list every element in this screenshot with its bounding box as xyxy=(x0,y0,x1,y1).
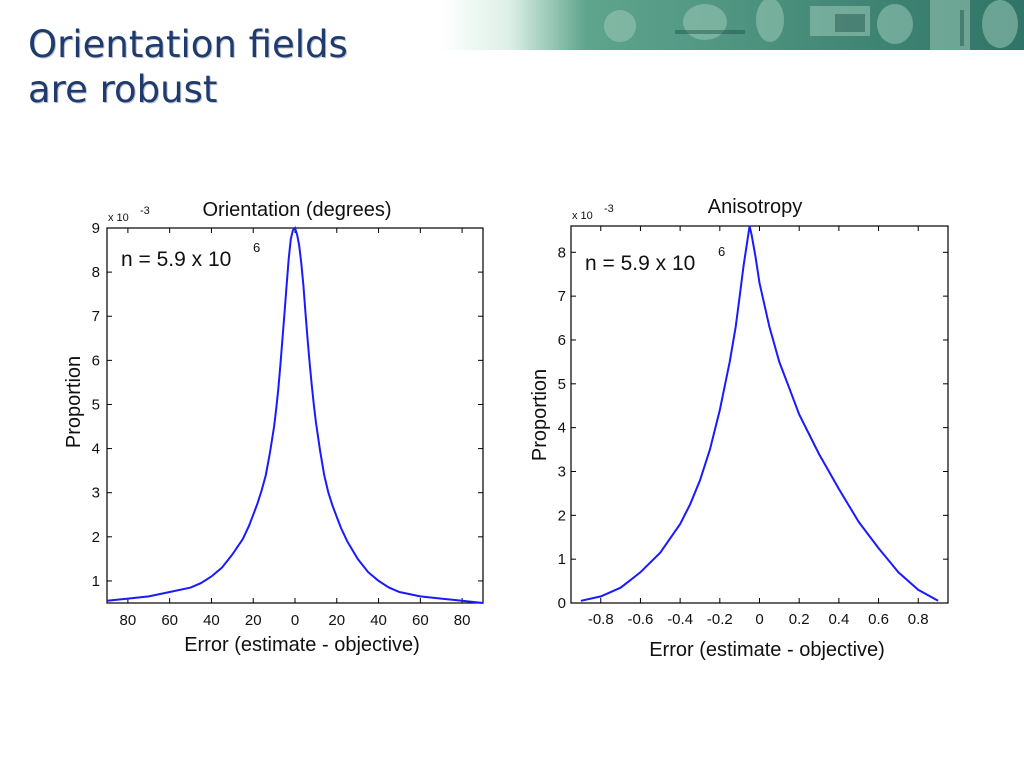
y-tick-label: 5 xyxy=(92,396,100,413)
chart-orientation: Orientation (degrees) x 10 -3 n = 5.9 x … xyxy=(63,199,484,656)
y-multiplier-label: x 10 xyxy=(572,210,593,222)
y-tick-label: 0 xyxy=(558,595,566,612)
y-multiplier-exponent: -3 xyxy=(140,205,150,217)
y-multiplier-exponent: -3 xyxy=(604,203,614,215)
y-tick-label: 3 xyxy=(558,463,566,480)
x-tick-label: 0.4 xyxy=(828,611,849,628)
y-tick-label: 7 xyxy=(558,288,566,305)
chart-anisotropy: Anisotropy x 10 -3 n = 5.9 x 10 6 -0.8 -0… xyxy=(529,196,949,661)
y-tick-label: 2 xyxy=(92,529,100,546)
y-multiplier-label: x 10 xyxy=(108,212,129,224)
y-tick-label: 6 xyxy=(92,352,100,369)
y-tick-label: 1 xyxy=(92,573,100,590)
orientation-error-line xyxy=(106,226,484,604)
x-tick-labels: -0.8 -0.6 -0.4 -0.2 0 0.2 0.4 0.6 0.8 xyxy=(588,611,929,628)
x-tick-label: 20 xyxy=(245,612,262,629)
x-tick-labels: 80 60 40 20 0 20 40 60 80 xyxy=(120,612,471,629)
sample-size-exponent: 6 xyxy=(253,240,260,255)
y-axis-title: Proportion xyxy=(63,356,85,448)
y-tick-labels: 1 2 3 4 5 6 7 8 9 xyxy=(92,220,100,590)
x-tick-label: 60 xyxy=(412,612,429,629)
x-axis-title: Error (estimate - objective) xyxy=(649,639,885,661)
slide-title: Orientation fields are robust xyxy=(28,22,348,112)
y-tick-label: 7 xyxy=(92,308,100,325)
x-tick-label: 40 xyxy=(370,612,387,629)
x-tick-label: 80 xyxy=(454,612,471,629)
x-tick-label: -0.8 xyxy=(588,611,614,628)
x-tick-label: 0.2 xyxy=(789,611,810,628)
y-tick-label: 4 xyxy=(92,441,100,458)
axis-ticks xyxy=(107,227,483,603)
y-tick-label: 1 xyxy=(558,551,566,568)
y-tick-label: 9 xyxy=(92,220,100,237)
y-tick-label: 4 xyxy=(558,420,566,437)
y-tick-label: 3 xyxy=(92,485,100,502)
y-tick-label: 8 xyxy=(92,264,100,281)
x-tick-label: -0.2 xyxy=(707,611,733,628)
y-tick-label: 5 xyxy=(558,376,566,393)
x-tick-label: 40 xyxy=(203,612,220,629)
y-tick-labels: 0 1 2 3 4 5 6 7 8 xyxy=(558,244,566,612)
y-tick-label: 6 xyxy=(558,332,566,349)
slide-title-line1: Orientation fields xyxy=(28,23,348,66)
x-tick-label: 80 xyxy=(120,612,137,629)
y-tick-label: 8 xyxy=(558,244,566,261)
x-tick-label: 20 xyxy=(328,612,345,629)
x-tick-label: -0.6 xyxy=(628,611,654,628)
chart-title: Anisotropy xyxy=(708,196,803,218)
y-axis-title: Proportion xyxy=(529,369,551,461)
x-tick-label: 0 xyxy=(291,612,299,629)
chart-title: Orientation (degrees) xyxy=(203,199,392,221)
x-tick-label: -0.4 xyxy=(667,611,693,628)
x-axis-title: Error (estimate - objective) xyxy=(184,634,420,656)
x-tick-label: 0.6 xyxy=(868,611,889,628)
x-tick-label: 0.8 xyxy=(908,611,929,628)
sample-size-exponent: 6 xyxy=(718,244,725,259)
x-tick-label: 60 xyxy=(161,612,178,629)
anisotropy-error-line xyxy=(580,225,939,602)
x-tick-label: 0 xyxy=(755,611,763,628)
axis-ticks xyxy=(571,226,948,604)
slide-title-line2: are robust xyxy=(28,68,218,111)
y-tick-label: 2 xyxy=(558,507,566,524)
plot-frame xyxy=(106,227,484,604)
sample-size-annotation: n = 5.9 x 10 xyxy=(121,248,231,271)
header-banner-image xyxy=(440,0,1024,50)
sample-size-annotation: n = 5.9 x 10 xyxy=(585,252,695,275)
